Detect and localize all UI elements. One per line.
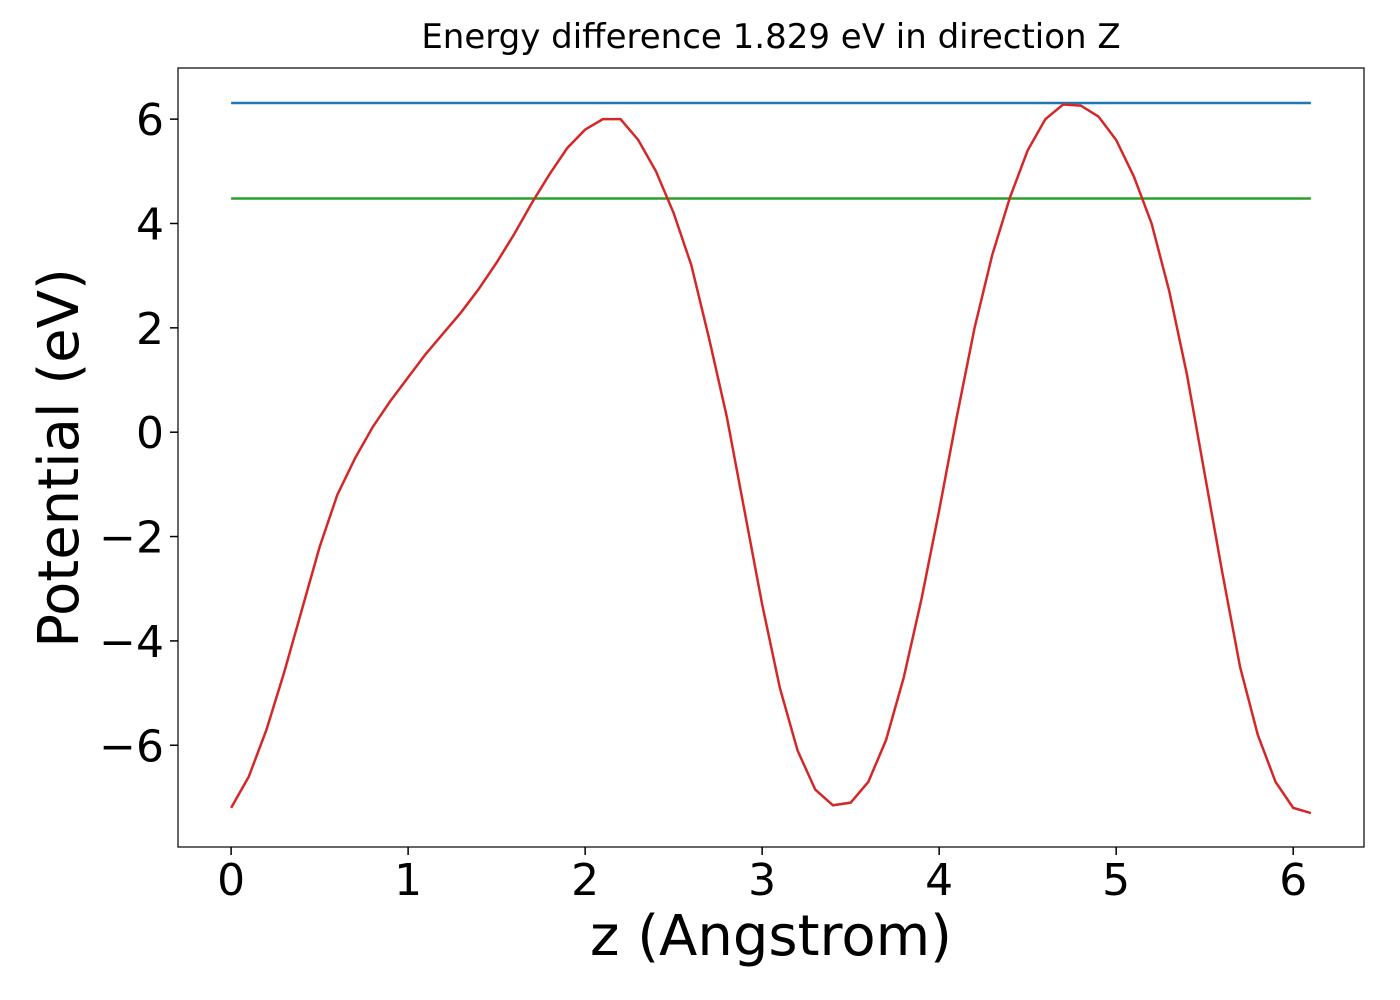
y-tick-label: −4 [99, 617, 164, 668]
y-tick-label: −2 [99, 513, 164, 564]
x-tick-label: 3 [748, 855, 776, 906]
y-tick-label: 0 [136, 408, 164, 459]
x-tick-label: 6 [1279, 855, 1307, 906]
line-series [230, 103, 1312, 815]
x-tick-label: 0 [217, 855, 245, 906]
x-axis-label: z (Angstrom) [590, 904, 952, 969]
y-tick-label: 6 [136, 95, 164, 146]
y-tick-label: 2 [136, 304, 164, 355]
y-tick-label: −6 [99, 721, 164, 772]
chart-title: Energy difference 1.829 eV in direction … [421, 17, 1120, 57]
x-tick-label: 1 [394, 855, 422, 906]
plot-frame [177, 67, 1365, 848]
y-tick-label: 4 [136, 199, 164, 250]
x-tick-label: 2 [571, 855, 599, 906]
y-axis-label: Potential (eV) [27, 268, 92, 648]
x-tick-label: 5 [1102, 855, 1130, 906]
x-tick-label: 4 [925, 855, 953, 906]
